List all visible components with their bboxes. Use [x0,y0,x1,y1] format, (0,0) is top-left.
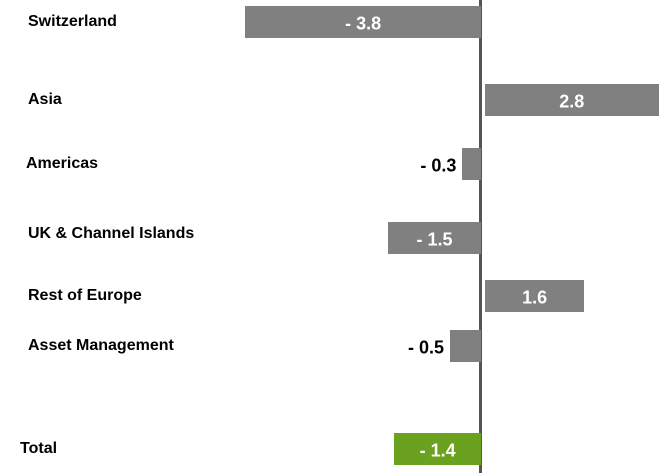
value-label: - 3.8 [345,13,382,34]
bar [462,148,481,180]
category-label: Total [20,440,58,457]
value-label: 2.8 [559,91,585,112]
bar [245,6,481,38]
category-label: Switzerland [28,13,117,30]
category-label: Americas [26,155,99,172]
bar [450,330,481,362]
category-label: Rest of Europe [28,287,142,304]
value-label: - 0.3 [420,155,457,176]
bar [388,222,481,254]
bar [485,280,585,312]
value-label: 1.6 [522,287,548,308]
value-label: - 1.5 [416,229,453,250]
bar [394,433,481,465]
category-label: Asset Management [28,337,174,354]
value-label: - 0.5 [407,337,444,358]
category-label: Asia [28,91,62,108]
bar [485,84,659,116]
value-label: - 1.4 [419,440,456,461]
category-label: UK & Channel Islands [28,225,195,242]
